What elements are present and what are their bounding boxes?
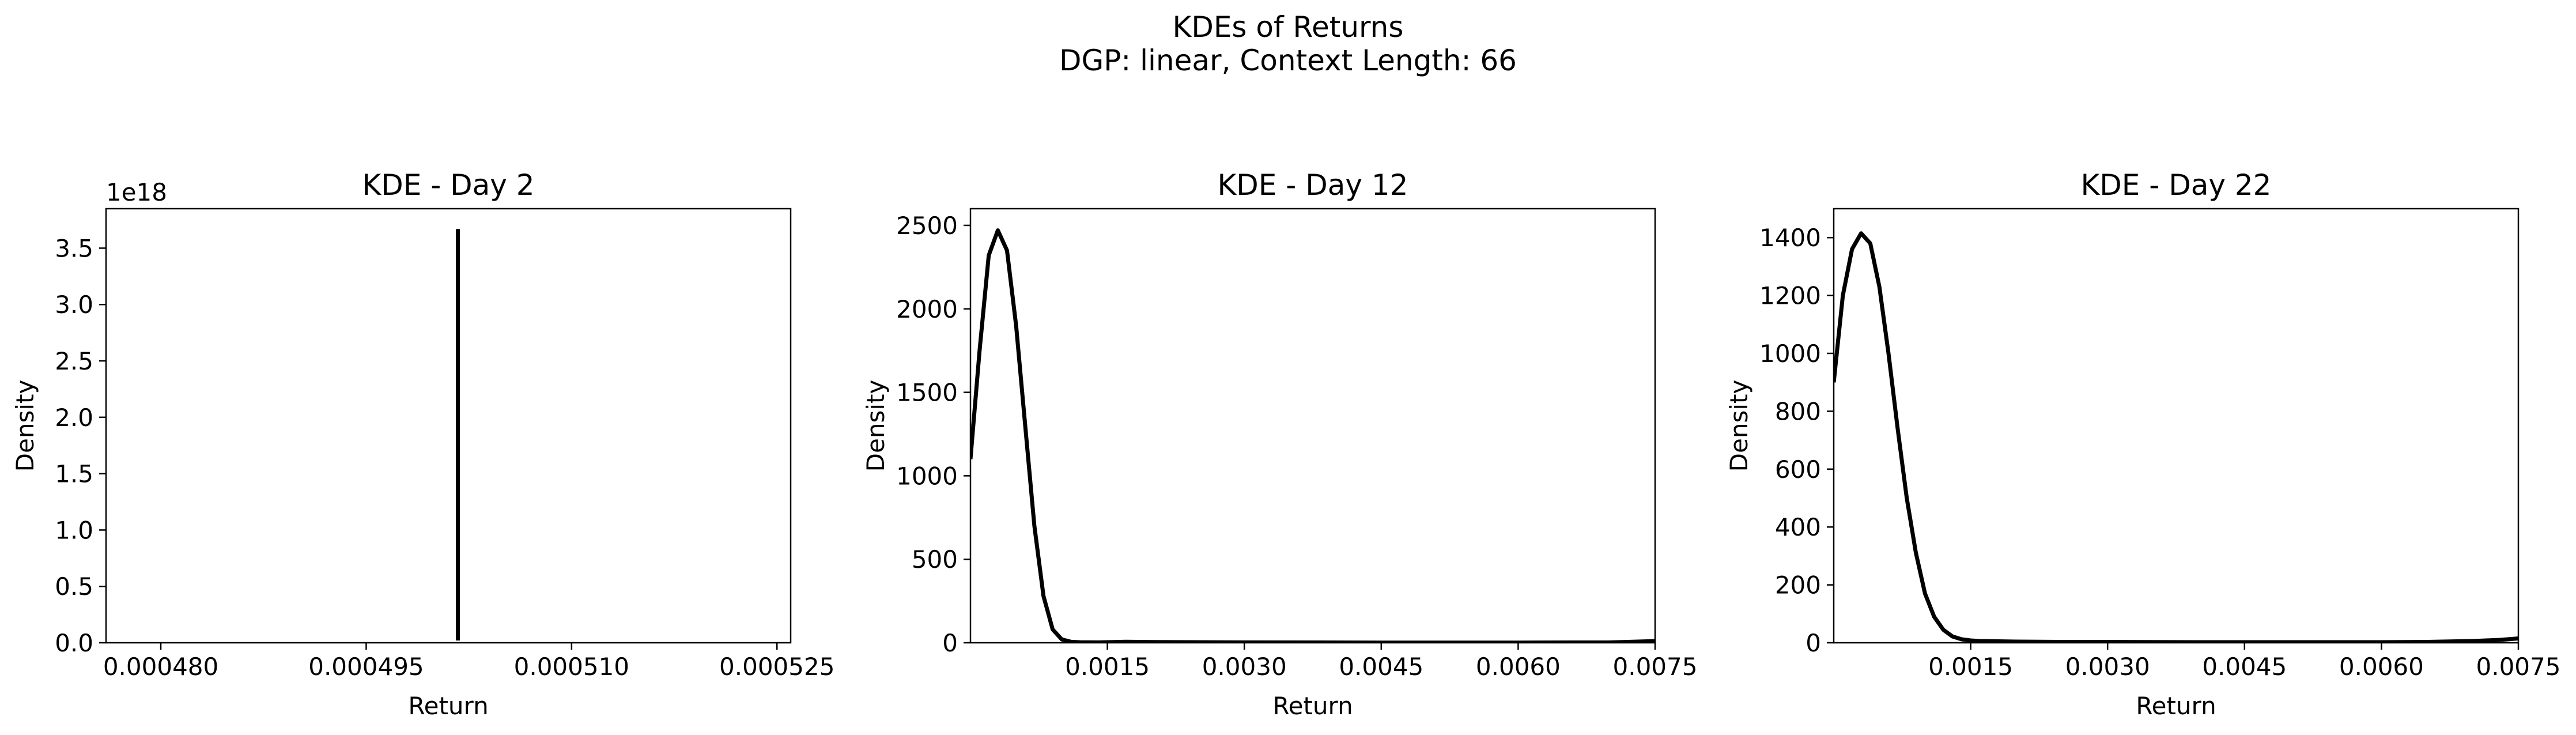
y-tick-label: 0 [942, 629, 958, 657]
y-tick-label: 1.5 [55, 460, 93, 488]
x-tick-label: 0.0030 [2065, 653, 2150, 681]
y-tick-label: 3.0 [55, 291, 93, 319]
x-axis-label: Return [1272, 692, 1353, 720]
y-tick-label: 1200 [1759, 282, 1821, 310]
y-tick-label: 1500 [896, 379, 958, 407]
y-tick-label: 1400 [1759, 224, 1821, 252]
x-tick-label: 0.000480 [103, 653, 218, 681]
y-tick-label: 2500 [896, 212, 958, 240]
chart-title: KDE - Day 12 [1218, 168, 1408, 202]
y-tick-label: 2000 [896, 295, 958, 323]
y-tick-label: 1.0 [55, 516, 93, 544]
x-tick-label: 0.0030 [1202, 653, 1287, 681]
y-tick-label: 2.5 [55, 347, 93, 375]
chart-panel-2: 0.0015 0.0030 0.0045 0.0060 0.0075 0 500 1000 15… [862, 168, 1697, 720]
y-tick-label: 3.5 [55, 234, 93, 262]
y-tick-label: 800 [1775, 397, 1821, 425]
y-axis-label: Density [1725, 380, 1753, 472]
y-tick-label: 600 [1775, 455, 1821, 484]
x-tick-label: 0.000510 [514, 653, 629, 681]
y-tick-label: 400 [1775, 513, 1821, 541]
y-tick-label: 0.0 [55, 629, 93, 657]
axes-frame [969, 208, 1656, 644]
x-tick-label: 0.0045 [2202, 653, 2287, 681]
y-tick-label: 0 [1806, 629, 1821, 657]
axes-frame [1833, 208, 2520, 644]
x-axis-label: Return [408, 692, 488, 720]
x-tick-label: 0.0015 [1928, 653, 2013, 681]
chart-title: KDE - Day 2 [362, 168, 534, 202]
y-tick-label: 1000 [1759, 340, 1821, 368]
x-tick-label: 0.0060 [2339, 653, 2424, 681]
y-offset-text: 1e18 [106, 178, 167, 206]
y-tick-label: 500 [912, 545, 958, 574]
x-axis-label: Return [2136, 692, 2216, 720]
axes-frame [105, 208, 792, 644]
y-axis-label: Density [11, 380, 39, 472]
x-tick-label: 0.000525 [719, 653, 834, 681]
chart-title: KDE - Day 22 [2081, 168, 2272, 202]
x-tick-label: 0.0060 [1476, 653, 1561, 681]
x-tick-label: 0.0075 [2476, 653, 2561, 681]
x-tick-label: 0.0045 [1339, 653, 1423, 681]
y-axis-label: Density [862, 380, 890, 472]
figure-title-line2: DGP: linear, Context Length: 66 [1059, 44, 1517, 77]
x-tick-label: 0.000495 [308, 653, 424, 681]
y-tick-label: 200 [1775, 571, 1821, 600]
figure-title-line1: KDEs of Returns [1173, 10, 1404, 44]
y-tick-label: 0.5 [55, 572, 93, 601]
x-tick-label: 0.0015 [1065, 653, 1150, 681]
y-tick-label: 2.0 [55, 404, 93, 432]
x-tick-label: 0.0075 [1613, 653, 1698, 681]
y-tick-label: 1000 [896, 462, 958, 490]
chart-panel-1: 0.000480 0.000495 0.000510 0.000525 0.0 0.5 1.… [11, 168, 834, 720]
chart-panel-3: 0.0015 0.0030 0.0045 0.0060 0.0075 0 200 400 600… [1725, 168, 2560, 720]
